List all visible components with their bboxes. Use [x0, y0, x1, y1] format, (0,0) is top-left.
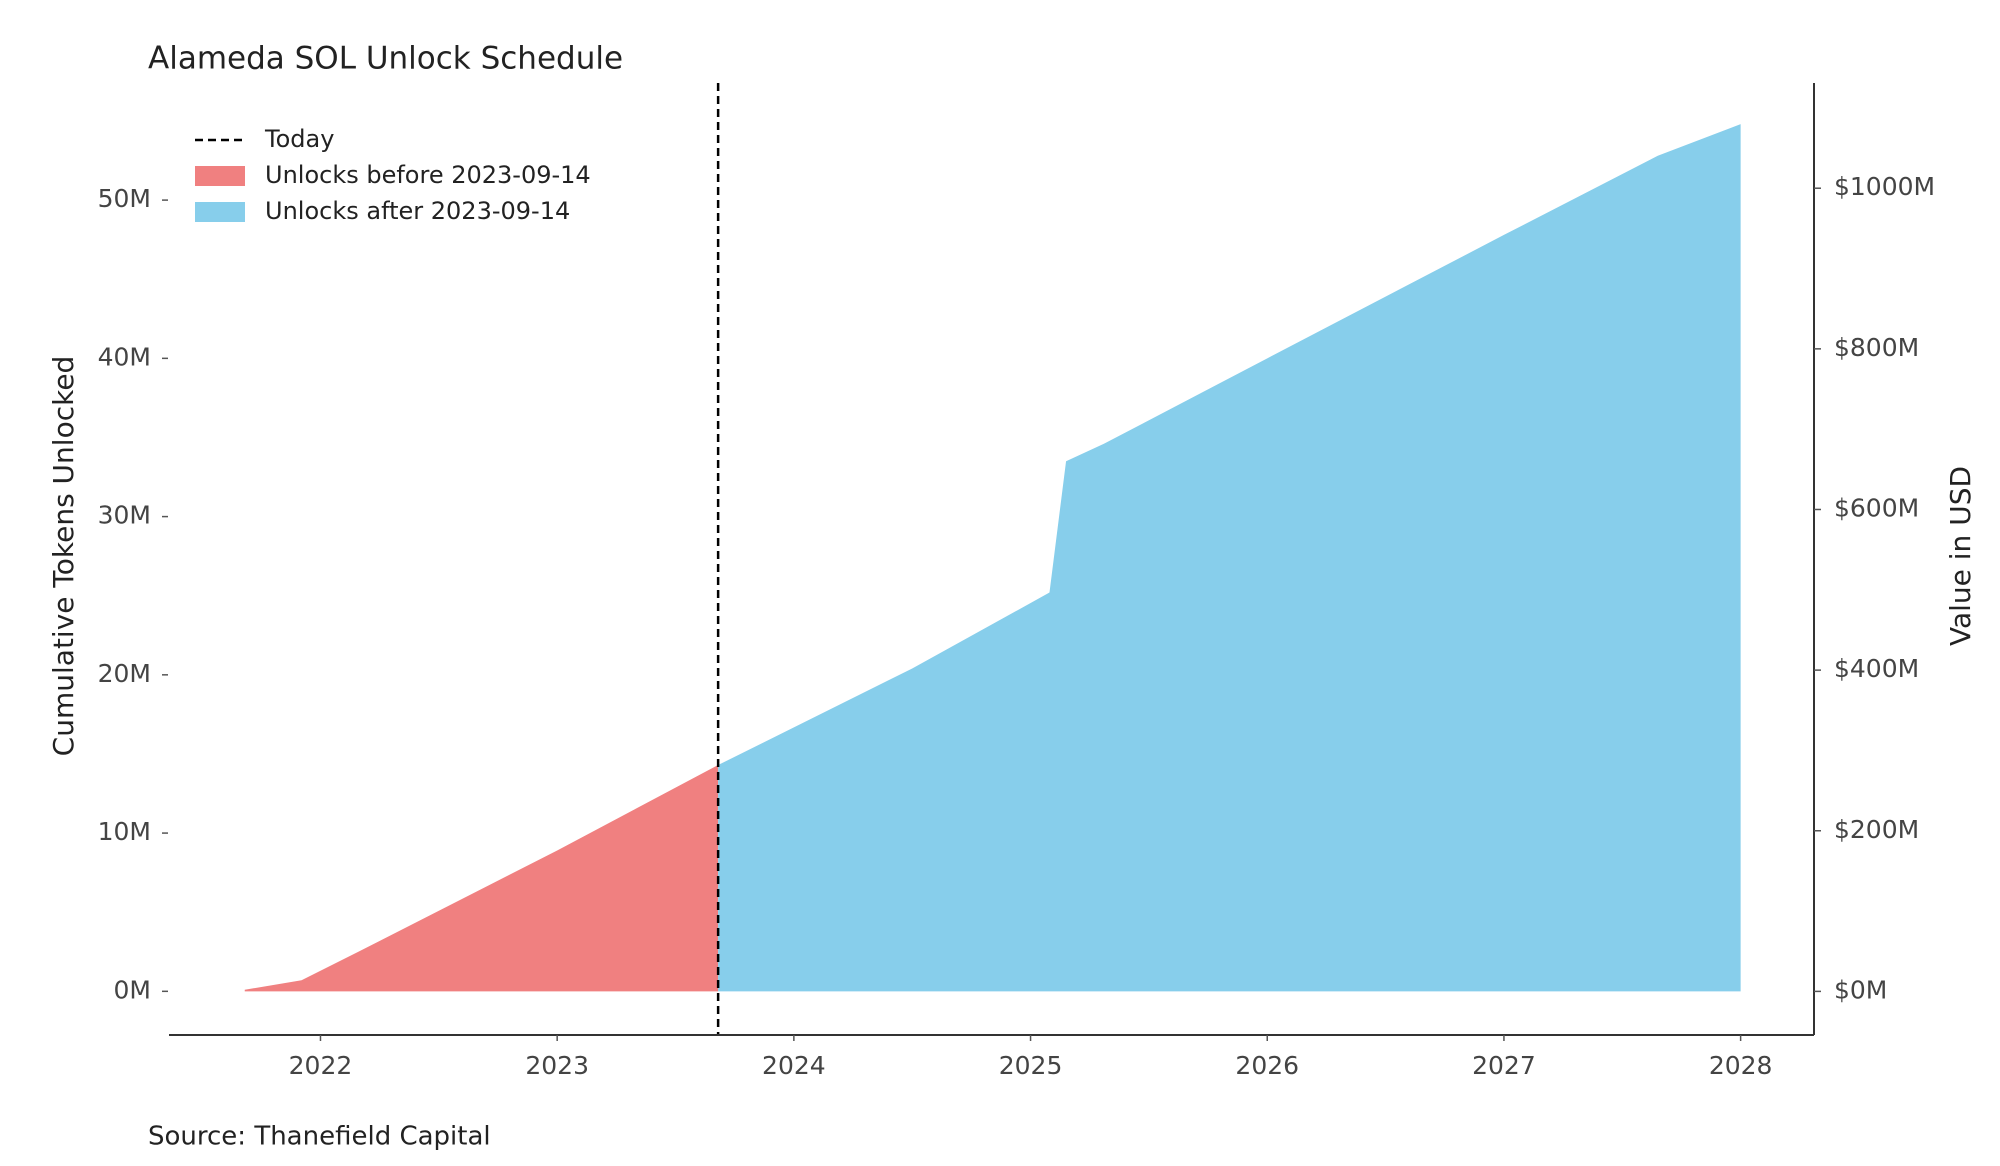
- legend-swatch: [195, 202, 245, 222]
- area: [718, 124, 1741, 992]
- x-tick-label: 2027: [1472, 1051, 1536, 1080]
- chart-title: Alameda SOL Unlock Schedule: [148, 41, 623, 77]
- legend-label: Today: [264, 125, 334, 153]
- x-tick-label: 2022: [289, 1051, 353, 1080]
- y2-tick-label: $400M: [1834, 654, 1919, 683]
- legend-label: Unlocks after 2023-09-14: [265, 197, 570, 225]
- x-tick-label: 2026: [1235, 1051, 1299, 1080]
- y-tick-label: 10M: [98, 817, 151, 846]
- y2-tick-label: $800M: [1834, 333, 1919, 362]
- y2-tick-label: $200M: [1834, 815, 1919, 844]
- x-tick-label: 2028: [1709, 1051, 1773, 1080]
- legend-label: Unlocks before 2023-09-14: [265, 161, 591, 189]
- y2-axis-label: Value in USD: [1944, 466, 1977, 646]
- y-tick-label: 40M: [98, 342, 151, 371]
- x-tick-label: 2023: [525, 1051, 589, 1080]
- y2-tick-label: $600M: [1834, 493, 1919, 522]
- y-tick-label: 0M: [114, 975, 151, 1004]
- y-tick-label: 30M: [98, 501, 151, 530]
- x-tick-label: 2025: [999, 1051, 1063, 1080]
- y2-tick-label: $1000M: [1834, 172, 1935, 201]
- y-tick-label: 20M: [98, 659, 151, 688]
- y-axis-label: Cumulative Tokens Unlocked: [47, 356, 80, 757]
- y2-tick-label: $0M: [1834, 975, 1887, 1004]
- legend-swatch: [195, 166, 245, 186]
- source-note: Source: Thanefield Capital: [148, 1122, 491, 1152]
- y-tick-label: 50M: [98, 184, 151, 213]
- x-tick-label: 2024: [762, 1051, 826, 1080]
- area: [244, 765, 719, 992]
